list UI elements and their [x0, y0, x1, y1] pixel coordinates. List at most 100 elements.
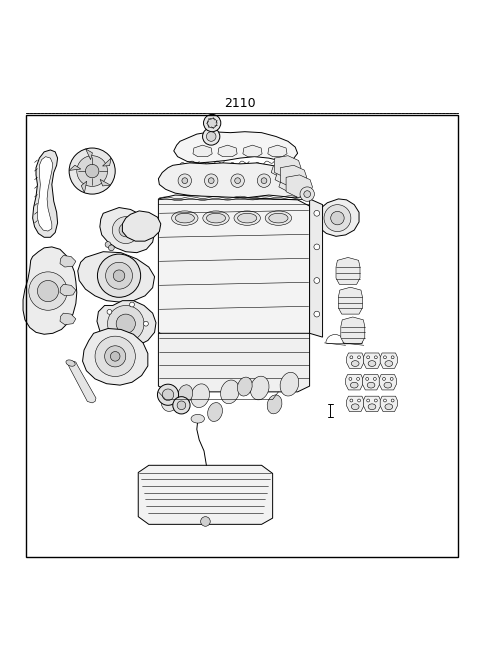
Ellipse shape — [178, 385, 192, 403]
Ellipse shape — [265, 211, 292, 225]
Ellipse shape — [161, 388, 180, 411]
Circle shape — [69, 148, 115, 194]
Ellipse shape — [66, 360, 75, 366]
Circle shape — [367, 399, 370, 402]
Polygon shape — [341, 317, 365, 344]
Polygon shape — [275, 170, 299, 186]
Polygon shape — [218, 145, 237, 156]
Circle shape — [203, 128, 220, 145]
Text: 2110: 2110 — [224, 97, 256, 110]
Polygon shape — [81, 181, 87, 193]
Polygon shape — [316, 199, 359, 237]
Ellipse shape — [368, 361, 376, 367]
Ellipse shape — [203, 211, 229, 225]
Circle shape — [37, 281, 59, 302]
Circle shape — [29, 272, 67, 310]
Polygon shape — [100, 208, 155, 253]
Circle shape — [207, 118, 217, 128]
Bar — [26, 115, 458, 556]
Circle shape — [358, 356, 360, 359]
Circle shape — [140, 219, 148, 227]
Circle shape — [178, 174, 192, 187]
Ellipse shape — [350, 382, 358, 388]
Circle shape — [350, 399, 353, 402]
Polygon shape — [83, 328, 148, 385]
Circle shape — [97, 254, 141, 298]
Polygon shape — [362, 374, 380, 390]
Circle shape — [85, 164, 99, 178]
Polygon shape — [193, 145, 212, 156]
Polygon shape — [268, 145, 287, 156]
Circle shape — [314, 278, 320, 283]
Circle shape — [204, 174, 218, 187]
Polygon shape — [100, 179, 110, 186]
Ellipse shape — [175, 214, 194, 223]
Circle shape — [95, 336, 135, 376]
Circle shape — [119, 223, 132, 237]
Circle shape — [110, 351, 120, 361]
Polygon shape — [37, 156, 53, 231]
Circle shape — [201, 516, 210, 526]
Ellipse shape — [267, 395, 282, 414]
Circle shape — [135, 214, 153, 231]
Circle shape — [257, 174, 271, 187]
Circle shape — [314, 210, 320, 216]
Polygon shape — [346, 374, 363, 390]
Polygon shape — [243, 145, 262, 156]
Circle shape — [300, 187, 314, 201]
Circle shape — [182, 178, 188, 183]
Circle shape — [261, 178, 267, 183]
Polygon shape — [85, 149, 93, 160]
Polygon shape — [78, 252, 155, 302]
Ellipse shape — [269, 214, 288, 223]
Circle shape — [231, 174, 244, 187]
Circle shape — [314, 311, 320, 317]
Ellipse shape — [368, 404, 376, 409]
Circle shape — [157, 384, 179, 405]
Circle shape — [304, 191, 311, 198]
Circle shape — [391, 356, 394, 359]
Circle shape — [357, 378, 360, 380]
Circle shape — [107, 333, 112, 338]
Circle shape — [105, 242, 111, 248]
Polygon shape — [363, 396, 381, 411]
Circle shape — [77, 156, 108, 187]
Circle shape — [130, 340, 134, 346]
Circle shape — [391, 399, 394, 402]
Circle shape — [373, 378, 376, 380]
Circle shape — [105, 346, 126, 367]
Ellipse shape — [238, 214, 257, 223]
Circle shape — [366, 378, 369, 380]
Polygon shape — [336, 258, 360, 284]
Polygon shape — [347, 353, 364, 369]
Ellipse shape — [385, 361, 393, 367]
Ellipse shape — [351, 404, 359, 409]
Ellipse shape — [384, 382, 392, 388]
Circle shape — [206, 131, 216, 141]
Circle shape — [130, 302, 134, 307]
Circle shape — [314, 244, 320, 250]
Polygon shape — [138, 465, 273, 524]
Circle shape — [108, 245, 114, 251]
Polygon shape — [60, 284, 76, 296]
Ellipse shape — [367, 382, 375, 388]
Circle shape — [116, 314, 135, 333]
Ellipse shape — [208, 403, 222, 422]
Circle shape — [113, 270, 125, 281]
Ellipse shape — [234, 211, 261, 225]
Circle shape — [112, 217, 139, 244]
Circle shape — [324, 205, 351, 231]
Polygon shape — [279, 177, 303, 193]
Circle shape — [108, 306, 144, 342]
Circle shape — [144, 321, 148, 326]
Ellipse shape — [251, 376, 269, 400]
Circle shape — [107, 309, 112, 314]
Circle shape — [383, 378, 385, 380]
Ellipse shape — [238, 377, 252, 396]
Polygon shape — [60, 313, 76, 325]
Polygon shape — [338, 287, 362, 314]
Ellipse shape — [191, 415, 204, 423]
Circle shape — [349, 378, 352, 380]
Polygon shape — [97, 301, 156, 347]
Polygon shape — [310, 199, 323, 337]
